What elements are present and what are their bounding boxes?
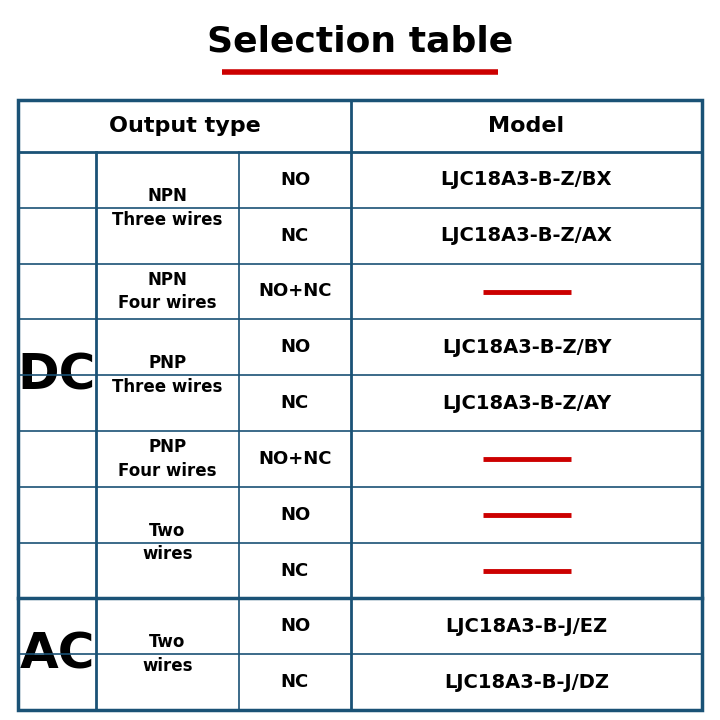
Text: NO: NO	[280, 505, 310, 523]
Text: NC: NC	[281, 562, 309, 580]
Text: LJC18A3-B-Z/BX: LJC18A3-B-Z/BX	[441, 171, 612, 189]
Text: LJC18A3-B-Z/BY: LJC18A3-B-Z/BY	[442, 338, 611, 357]
Text: Output type: Output type	[109, 116, 261, 136]
Text: NO: NO	[280, 617, 310, 635]
Text: NO+NC: NO+NC	[258, 450, 332, 468]
Text: LJC18A3-B-J/EZ: LJC18A3-B-J/EZ	[446, 617, 608, 636]
Text: LJC18A3-B-Z/AY: LJC18A3-B-Z/AY	[442, 394, 611, 413]
Text: NC: NC	[281, 227, 309, 245]
Text: PNP
Three wires: PNP Three wires	[112, 354, 222, 396]
Text: NPN
Four wires: NPN Four wires	[118, 271, 217, 312]
Text: NO: NO	[280, 338, 310, 356]
Text: Two
wires: Two wires	[143, 634, 193, 675]
Text: LJC18A3-B-J/DZ: LJC18A3-B-J/DZ	[444, 672, 609, 692]
Text: NC: NC	[281, 394, 309, 412]
Text: NC: NC	[281, 673, 309, 691]
Text: PNP
Four wires: PNP Four wires	[118, 438, 217, 480]
Text: Selection table: Selection table	[207, 25, 513, 59]
Text: LJC18A3-B-Z/AX: LJC18A3-B-Z/AX	[441, 226, 613, 246]
Text: Model: Model	[488, 116, 564, 136]
Text: DC: DC	[18, 351, 96, 399]
Text: NO: NO	[280, 171, 310, 189]
Text: NPN
Three wires: NPN Three wires	[112, 187, 222, 228]
Text: NO+NC: NO+NC	[258, 282, 332, 300]
Text: AC: AC	[19, 630, 95, 678]
Text: Two
wires: Two wires	[143, 522, 193, 563]
Bar	[18, 100, 702, 710]
